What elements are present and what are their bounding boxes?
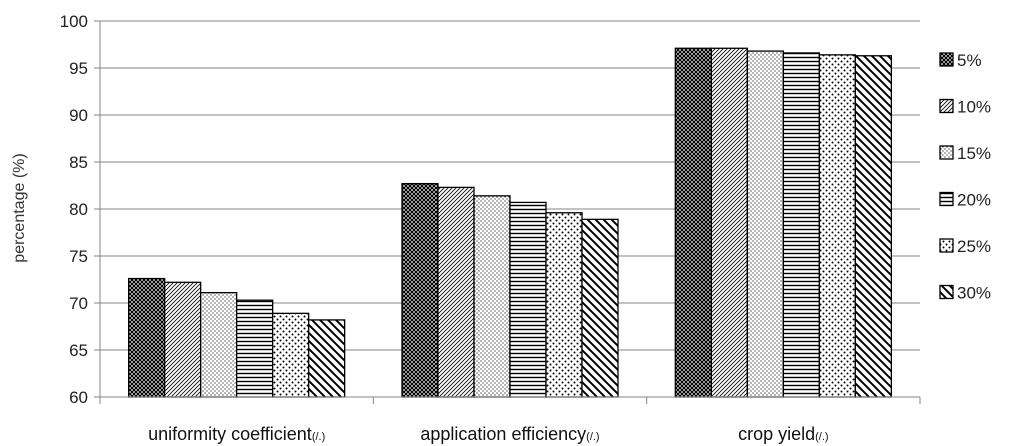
y-tick-label: 80 (69, 200, 88, 219)
legend-label: 5% (957, 51, 982, 70)
bar-10pct-cat2 (710, 47, 748, 398)
axes (99, 21, 920, 398)
legend-item: 5% (939, 51, 982, 70)
x-category-label: crop yield(/.) (738, 424, 829, 444)
legend-label: 10% (957, 98, 991, 117)
bar-5pct-cat0 (128, 277, 166, 398)
y-tick-label: 100 (60, 12, 88, 31)
y-tick-labels: 60 65 70 75 80 85 90 95 100 (60, 12, 88, 407)
legend-label: 20% (957, 191, 991, 210)
legend-item: 30% (939, 284, 991, 303)
bar-25pct-cat0 (272, 312, 310, 398)
y-tick-label: 95 (69, 59, 88, 78)
bar-30pct-cat1 (581, 218, 619, 398)
y-tick-label: 65 (69, 341, 88, 360)
legend-swatch (939, 191, 954, 207)
legend-item: 10% (939, 98, 991, 117)
bar-15pct-cat1 (473, 195, 511, 398)
legend: 5% 10% 15% 20% 25% 30% (939, 51, 991, 303)
bar-15pct-cat2 (746, 50, 784, 398)
legend-swatch (939, 52, 954, 67)
legend-label: 30% (957, 284, 991, 303)
bar-30pct-cat2 (854, 55, 892, 398)
x-category-label: uniformity coefficient(/.) (148, 424, 325, 444)
bar-15pct-cat0 (200, 292, 238, 398)
y-tick-label: 60 (69, 388, 88, 407)
legend-item: 20% (939, 191, 991, 210)
legend-swatch (939, 238, 954, 253)
legend-item: 15% (939, 144, 991, 163)
bars (128, 47, 892, 398)
bar-10pct-cat0 (164, 281, 202, 398)
legend-swatch (939, 284, 954, 300)
legend-item: 25% (939, 237, 991, 256)
legend-label: 25% (957, 237, 991, 256)
y-tick-label: 90 (69, 106, 88, 125)
bar-25pct-cat1 (545, 212, 583, 398)
legend-swatch (939, 145, 954, 160)
y-tick-label: 75 (69, 247, 88, 266)
x-category-label: application efficiency(/.) (420, 424, 599, 444)
y-tick-label: 85 (69, 153, 88, 172)
y-axis-title: percentage (%) (11, 153, 28, 262)
bar-20pct-cat1 (509, 201, 547, 398)
bar-30pct-cat0 (308, 319, 346, 398)
y-tick-label: 70 (69, 294, 88, 313)
bar-5pct-cat2 (674, 47, 712, 398)
bar-5pct-cat1 (401, 182, 439, 398)
bar-10pct-cat1 (437, 186, 475, 398)
bar-20pct-cat0 (236, 299, 274, 398)
legend-swatch (939, 98, 954, 114)
bar-25pct-cat2 (818, 54, 856, 398)
x-category-labels: uniformity coefficient(/.) application ef… (99, 397, 921, 444)
bar-20pct-cat2 (782, 52, 820, 398)
legend-label: 15% (957, 144, 991, 163)
